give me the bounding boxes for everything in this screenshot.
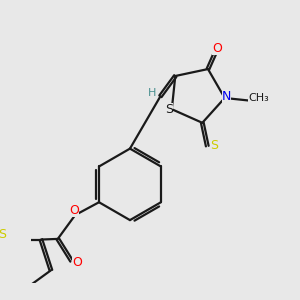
Text: N: N	[222, 90, 231, 103]
Text: S: S	[210, 139, 218, 152]
Text: H: H	[148, 88, 156, 98]
Text: O: O	[72, 256, 82, 269]
Text: S: S	[0, 229, 6, 242]
Text: O: O	[212, 42, 222, 55]
Text: CH₃: CH₃	[248, 93, 269, 103]
Text: O: O	[69, 204, 79, 217]
Text: S: S	[165, 103, 173, 116]
